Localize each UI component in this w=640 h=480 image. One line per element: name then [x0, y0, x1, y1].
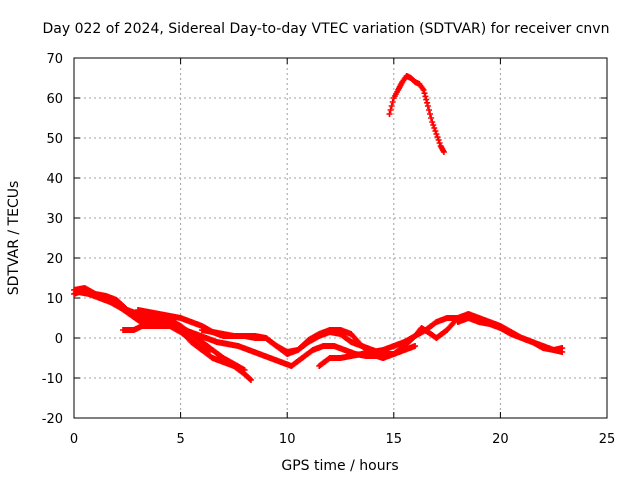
series-track-h	[454, 315, 566, 353]
x-tick-label: 5	[176, 432, 184, 447]
x-tick-label: 25	[599, 432, 616, 447]
y-tick-label: 10	[46, 292, 63, 307]
series-points	[386, 73, 447, 155]
tick-layer: 0 5 10 15 20 25 -20 -10 0 10 20 30 40 50 60 70	[42, 52, 616, 447]
x-tick-label: 15	[386, 432, 403, 447]
x-tick-label: 0	[70, 432, 78, 447]
y-tick-label: 70	[46, 52, 63, 67]
series-layer	[71, 73, 566, 383]
y-tick-label: -20	[42, 412, 63, 427]
series-points	[454, 315, 566, 353]
x-axis-label: GPS time / hours	[281, 458, 398, 474]
plot-frame	[73, 57, 608, 419]
y-axis-label: SDTVAR / TECUs	[6, 181, 22, 296]
y-tick-label: 20	[46, 252, 63, 267]
y-tick-label: 50	[46, 132, 63, 147]
y-tick-label: 0	[55, 332, 63, 347]
series-track-i	[386, 73, 447, 155]
y-tick-label: -10	[42, 372, 63, 387]
x-tick-label: 10	[279, 432, 296, 447]
grid-layer	[74, 58, 607, 418]
y-tick-label: 40	[46, 172, 63, 187]
y-tick-label: 30	[46, 212, 63, 227]
chart-title: Day 022 of 2024, Sidereal Day-to-day VTE…	[43, 21, 610, 37]
y-tick-label: 60	[46, 92, 63, 107]
x-tick-label: 20	[492, 432, 509, 447]
